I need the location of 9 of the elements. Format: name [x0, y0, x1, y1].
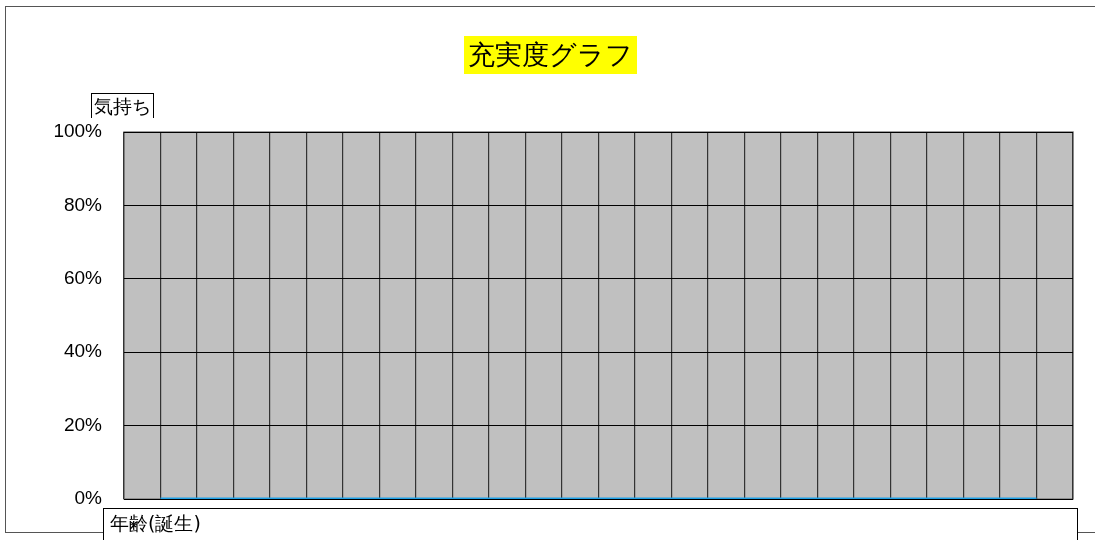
chart-title: 充実度グラフ	[464, 36, 637, 74]
y-tick-label: 60%	[63, 267, 103, 289]
y-tick-label: 100%	[53, 120, 103, 142]
y-axis-title: 気持ち	[91, 93, 154, 118]
y-tick-label: 20%	[63, 413, 103, 435]
x-axis-title: 年齢(誕生)	[103, 508, 1078, 540]
y-tick-label: 80%	[63, 193, 103, 215]
y-tick-label: 0%	[74, 487, 103, 509]
y-tick-label: 40%	[63, 340, 103, 362]
